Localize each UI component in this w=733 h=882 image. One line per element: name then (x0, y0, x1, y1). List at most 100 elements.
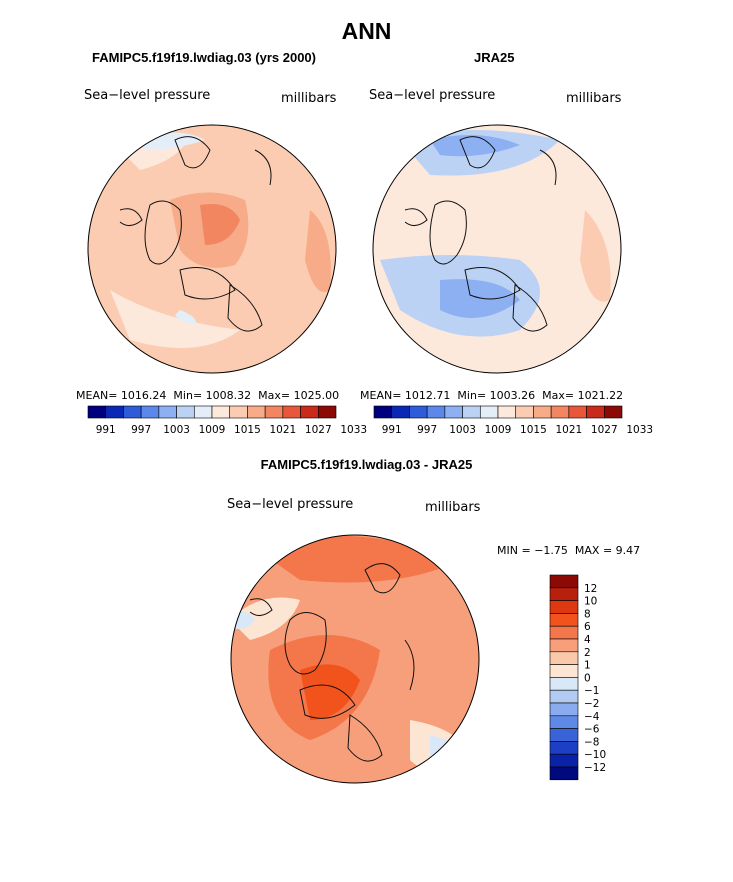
left-colorbar-swatch (317, 405, 337, 419)
left-colorbar-swatch (158, 405, 177, 419)
left-colorbar-tick-label: 1033 (340, 424, 367, 436)
diff-max-value: 9.47 (615, 544, 641, 557)
left-field-region-south-low (110, 290, 240, 348)
right-colorbar-swatch (568, 405, 587, 419)
left-stats: MEAN= 1016.24 Min= 1008.32 Max= 1025.00 (76, 389, 339, 402)
left-units-label: millibars (281, 91, 337, 106)
left-field-region-south-lowest (175, 310, 196, 325)
right-colorbar-tick-label: 991 (382, 424, 402, 436)
left-field-region-east-high (305, 210, 331, 292)
right-coastlines (404, 136, 557, 332)
left-colorbar-swatch (282, 405, 301, 419)
left-colorbar-swatch (87, 405, 107, 419)
diff-colorbar-tick-label: 6 (584, 621, 591, 633)
diff-panel-title: FAMIPC5.f19f19.lwdiag.03 - JRA25 (260, 457, 473, 472)
diff-field-region-west-low (231, 597, 300, 640)
diff-colorbar-swatch (549, 753, 579, 768)
right-map-border (372, 124, 622, 374)
right-colorbar-swatch (533, 405, 552, 419)
right-colorbar: 991 997 1003 1009 1015 1021 1027 1033 (373, 405, 653, 436)
right-colorbar-swatch (444, 405, 463, 419)
diff-colorbar-tick-label: 8 (584, 608, 591, 620)
diff-field-region-center-highest (300, 664, 360, 720)
left-colorbar: 991 997 1003 1009 1015 1021 1027 1033 (87, 405, 367, 436)
left-colorbar-tick-label: 1015 (234, 424, 261, 436)
right-mean-value: 1012.71 (404, 389, 451, 402)
right-colorbar-tick-label: 1003 (449, 424, 476, 436)
left-mean-label: MEAN= (76, 389, 118, 402)
diff-variable-label: Sea−level pressure (227, 497, 354, 512)
diff-colorbar-swatch (549, 638, 579, 653)
diff-colorbar-tick-label: 2 (584, 647, 591, 659)
left-colorbar-tick-label: 1009 (199, 424, 226, 436)
left-colorbar-swatch (247, 405, 266, 419)
left-colorbar-swatch (176, 405, 195, 419)
diff-colorbar-tick-label: −6 (584, 724, 600, 736)
right-colorbar-tick-label: 1015 (520, 424, 547, 436)
right-colorbar-tick-label: 1009 (485, 424, 512, 436)
diff-colorbar-tick-label: 0 (584, 672, 591, 684)
diff-colorbar-swatch (549, 613, 579, 627)
right-stats: MEAN= 1012.71 Min= 1003.26 Max= 1021.22 (360, 389, 623, 402)
diff-colorbar-swatch (549, 651, 579, 665)
right-colorbar-swatch (426, 405, 446, 419)
diff-stats: MIN = −1.75 MAX = 9.47 (497, 544, 640, 557)
diff-coastlines (249, 563, 415, 762)
left-colorbar-swatch (193, 405, 213, 419)
diff-colorbar-swatch (549, 664, 579, 678)
right-field-region-east-high (580, 210, 611, 302)
diff-colorbar-swatch (549, 677, 579, 691)
right-colorbar-swatch (550, 405, 570, 419)
diff-units-label: millibars (425, 500, 481, 515)
right-colorbar-tick-label: 1027 (591, 424, 618, 436)
diff-max-label: MAX = (574, 544, 613, 557)
right-colorbar-swatch (603, 405, 623, 419)
right-colorbar-swatch (515, 405, 534, 419)
diff-colorbar-swatch (549, 574, 579, 589)
diff-colorbar-swatch (549, 728, 579, 742)
diff-colorbar-tick-label: −2 (584, 698, 599, 710)
left-min-value: 1008.32 (205, 389, 252, 402)
diff-colorbar-swatch (549, 587, 579, 601)
right-colorbar-swatch (497, 405, 517, 419)
right-field-region-lowest (430, 135, 520, 157)
right-max-value: 1021.22 (577, 389, 624, 402)
left-colorbar-tick-label: 1027 (305, 424, 332, 436)
diff-colorbar-tick-label: 12 (584, 583, 597, 595)
right-colorbar-swatch (373, 405, 393, 419)
diff-colorbar-tick-label: −8 (584, 736, 599, 748)
diff-map-border (230, 534, 480, 784)
right-colorbar-swatch (479, 405, 499, 419)
left-min-label: Min= (173, 389, 203, 402)
left-colorbar-swatch (211, 405, 231, 419)
right-panel-title: JRA25 (474, 50, 515, 65)
right-max-label: Max= (542, 389, 575, 402)
figure-title: ANN (341, 18, 392, 44)
diff-colorbar-tick-label: 1 (584, 660, 591, 672)
left-colorbar-tick-label: 991 (96, 424, 116, 436)
left-colorbar-tick-label: 997 (131, 424, 151, 436)
diff-colorbar-tick-label: 10 (584, 596, 597, 608)
right-colorbar-swatch (586, 405, 605, 419)
left-colorbar-swatch (264, 405, 284, 419)
right-variable-label: Sea−level pressure (369, 88, 496, 103)
left-colorbar-tick-label: 1021 (269, 424, 296, 436)
left-map-border (87, 124, 337, 374)
left-colorbar-swatch (123, 405, 142, 419)
diff-colorbar-swatch (549, 600, 579, 614)
left-colorbar-swatch (229, 405, 248, 419)
diff-colorbar-swatch (549, 715, 579, 729)
diff-colorbar-swatch (549, 689, 579, 704)
right-colorbar-swatch (462, 405, 481, 419)
left-variable-label: Sea−level pressure (84, 88, 211, 103)
right-colorbar-swatch (409, 405, 428, 419)
diff-colorbar-tick-label: 4 (584, 634, 591, 646)
diff-colorbar-swatch (549, 766, 579, 781)
left-max-value: 1025.00 (293, 389, 340, 402)
diff-min-value: −1.75 (534, 544, 568, 557)
diff-colorbar-swatch (549, 625, 579, 640)
diff-colorbar-swatch (549, 741, 579, 755)
